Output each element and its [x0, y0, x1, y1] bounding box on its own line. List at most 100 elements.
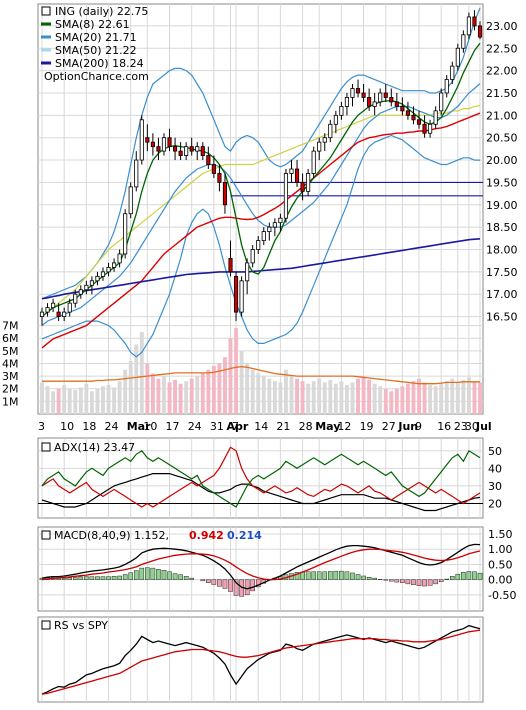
volume-bar: [367, 380, 371, 414]
volume-bar: [73, 390, 77, 414]
volume-bar: [378, 386, 382, 414]
candle-body: [462, 35, 465, 48]
volume-bar: [118, 381, 122, 414]
date-tick: 17: [166, 420, 180, 433]
price-y-tick: 22.00: [486, 65, 518, 78]
date-tick: 31: [210, 420, 224, 433]
legend-swatch: [42, 443, 50, 451]
macd-histogram-bar: [95, 577, 99, 580]
volume-bar: [306, 384, 310, 414]
candle-body: [445, 80, 448, 93]
volume-bar: [334, 384, 338, 414]
volume-bar: [456, 382, 460, 414]
candle-body: [129, 187, 132, 214]
candle-body: [362, 93, 365, 97]
legend-label: SMA(200) 18.24: [55, 57, 144, 70]
panel-y-tick: 0.50: [488, 558, 513, 571]
candle-body: [401, 106, 404, 110]
macd-signal-value: 0.942: [189, 529, 224, 542]
date-tick: 19: [360, 420, 374, 433]
volume-bar: [284, 370, 288, 414]
macd-histogram-bar: [73, 578, 77, 580]
price-y-axis: 16.5017.0017.5018.0018.5019.0019.5020.00…: [486, 20, 518, 324]
macd-histogram-bar: [417, 580, 421, 586]
macd-histogram-bar: [179, 575, 183, 580]
price-y-tick: 19.50: [486, 176, 518, 189]
candle-body: [290, 169, 293, 173]
volume-bar: [301, 381, 305, 414]
volume-bar: [62, 385, 66, 414]
macd-histogram-bar: [145, 568, 149, 580]
candle-body: [257, 241, 260, 250]
volume-bar: [96, 389, 100, 414]
volume-bar: [445, 381, 449, 414]
volume-bar: [179, 384, 183, 414]
candle-body: [107, 267, 110, 271]
date-tick: 28: [299, 420, 313, 433]
volume-y-tick: 4M: [2, 357, 19, 370]
macd-histogram-bar: [201, 580, 205, 581]
date-tick: 16: [437, 420, 451, 433]
volume-bar: [323, 382, 327, 414]
volume-bar: [84, 384, 88, 414]
date-tick: 14: [254, 420, 268, 433]
candle-body: [212, 165, 215, 174]
candle-body: [406, 111, 409, 115]
macd-histogram-bar: [140, 568, 144, 580]
candle-body: [146, 138, 149, 142]
macd-histogram-bar: [156, 569, 160, 579]
price-y-tick: 21.00: [486, 109, 518, 122]
candle-body: [428, 124, 431, 133]
candle-body: [140, 120, 143, 160]
macd-histogram-bar: [79, 577, 83, 580]
candle-body: [467, 17, 470, 35]
macd-histogram-bar: [173, 574, 177, 580]
volume-y-tick: 1M: [2, 395, 19, 408]
candle-body: [434, 111, 437, 124]
price-y-tick: 20.50: [486, 132, 518, 145]
volume-bar: [295, 379, 299, 414]
panel-y-tick: 1.00: [488, 543, 513, 556]
candle-body: [379, 93, 382, 102]
macd-histogram-bar: [312, 572, 316, 580]
candle-body: [312, 151, 315, 173]
price-y-tick: 19.00: [486, 199, 518, 212]
volume-bar: [450, 379, 454, 414]
macd-histogram-bar: [162, 570, 166, 579]
volume-bar: [423, 382, 427, 414]
price-y-tick: 18.00: [486, 244, 518, 257]
volume-bar: [406, 384, 410, 414]
macd-histogram-bar: [167, 572, 171, 580]
candle-body: [229, 258, 232, 271]
volume-bar: [439, 384, 443, 414]
candle-body: [329, 124, 332, 137]
macd-histogram-bar: [212, 580, 216, 585]
candle-body: [207, 156, 210, 165]
macd-histogram-bar: [434, 580, 438, 584]
candle-body: [168, 138, 171, 147]
candle-body: [90, 281, 93, 285]
volume-bar: [123, 370, 127, 414]
volume-bar: [195, 376, 199, 414]
volume-bar: [278, 382, 282, 414]
macd-histogram-bar: [317, 572, 321, 580]
volume-bar: [101, 386, 105, 414]
volume-bar: [173, 380, 177, 414]
macd-histogram-bar: [90, 577, 94, 580]
macd-histogram-bar: [461, 572, 465, 579]
candle-body: [57, 312, 60, 316]
volume-bar: [290, 376, 294, 414]
candle-body: [395, 102, 398, 106]
candle-body: [118, 254, 121, 263]
volume-bar: [362, 376, 366, 414]
macd-histogram-bar: [118, 576, 122, 580]
candle-body: [262, 232, 265, 241]
panel-y-tick: 1.50: [488, 528, 513, 541]
macd-histogram-bar: [356, 574, 360, 579]
volume-y-tick: 2M: [2, 383, 19, 396]
